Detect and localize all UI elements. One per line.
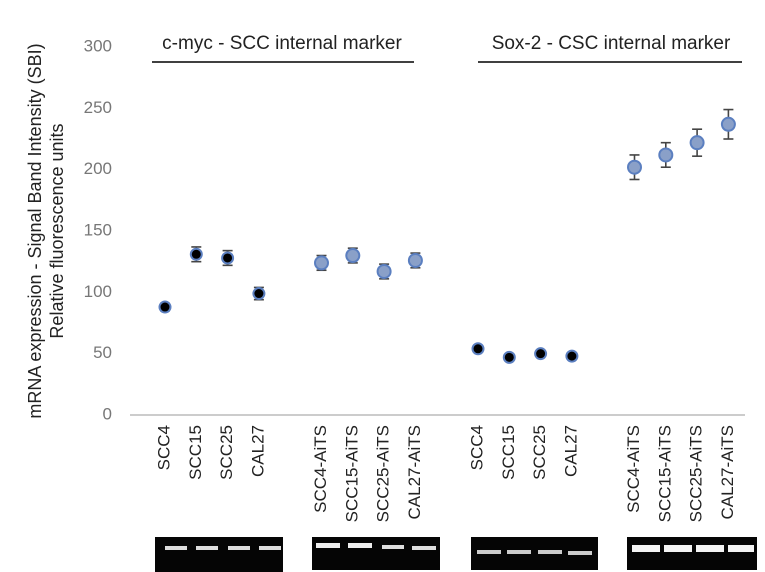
x-tick-label: SCC4-AiTS: [624, 425, 643, 513]
x-tick-label: CAL27: [248, 425, 267, 477]
annotation: c-myc - SCC internal marker: [162, 33, 402, 54]
x-tick-label: SCC25: [217, 425, 236, 480]
x-tick-label: SCC4-AiTS: [311, 425, 330, 513]
x-tick-label: CAL27-AiTS: [405, 425, 424, 519]
x-tick-label: SCC4: [154, 425, 173, 470]
x-tick-label: SCC15-AiTS: [655, 425, 674, 522]
y-tick-label: 50: [93, 343, 112, 362]
point: [722, 118, 735, 131]
y-tick-label: 0: [103, 404, 112, 423]
y-axis-label: mRNA expression - Signal Band Intensity …: [25, 43, 45, 418]
point: [535, 348, 546, 359]
x-tick-label: SCC4: [467, 425, 486, 470]
point: [691, 136, 704, 149]
point: [378, 265, 391, 278]
point: [346, 249, 359, 262]
x-tick-label: SCC25-AiTS: [374, 425, 393, 522]
x-tick-label: SCC15: [186, 425, 205, 480]
annotation: Sox-2 - CSC internal marker: [492, 33, 731, 54]
x-tick-label: SCC25-AiTS: [687, 425, 706, 522]
y-tick-label: 150: [84, 220, 112, 239]
point: [253, 288, 264, 299]
x-tick-label: SCC15: [499, 425, 518, 480]
point: [315, 256, 328, 269]
x-tick-label: SCC15-AiTS: [342, 425, 361, 522]
point: [659, 148, 672, 161]
point: [409, 254, 422, 267]
x-tick-label: CAL27: [561, 425, 580, 477]
y-tick-label: 250: [84, 98, 112, 117]
x-tick-label: CAL27-AiTS: [718, 425, 737, 519]
point: [566, 351, 577, 362]
y-tick-label: 300: [84, 36, 112, 55]
point: [191, 249, 202, 260]
point: [473, 343, 484, 354]
point: [222, 252, 233, 263]
x-tick-label: SCC25: [530, 425, 549, 480]
y-axis-label: Relative fluorescence units: [47, 123, 67, 338]
point: [160, 302, 171, 313]
point: [504, 352, 515, 363]
point: [628, 161, 641, 174]
gel-images: [155, 537, 757, 572]
chart: c-myc - SCC internal marker Sox-2 - CSC …: [0, 0, 765, 572]
y-tick-label: 200: [84, 159, 112, 178]
y-tick-label: 100: [84, 282, 112, 301]
